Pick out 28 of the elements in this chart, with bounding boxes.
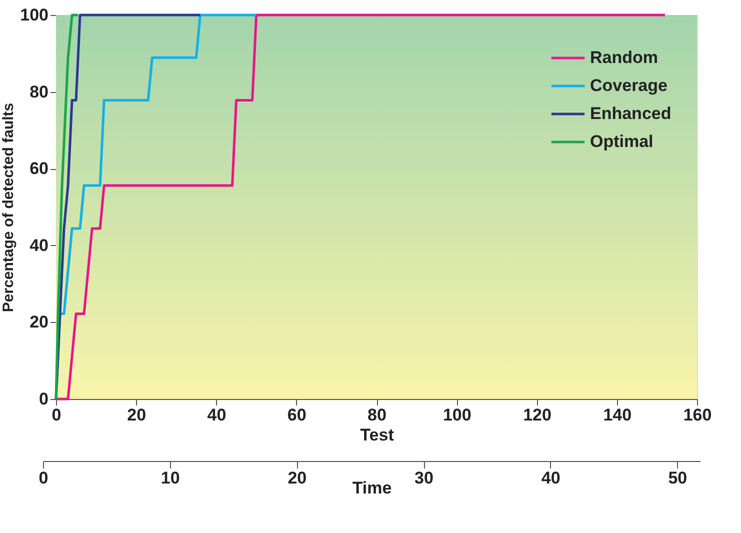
x-tick-label: 20 (127, 406, 146, 424)
x-tick-label: 160 (683, 406, 712, 424)
x-tick-label: 100 (442, 406, 472, 424)
line-series (54, 14, 80, 400)
y-tick-label: 80 (30, 82, 48, 102)
legend-label: Optimal (590, 132, 654, 151)
x-tick-label: 40 (207, 406, 226, 424)
x-axis-title: Test (360, 426, 394, 444)
legend-label: Coverage (590, 76, 668, 95)
legend-label: Enhanced (590, 104, 672, 123)
x-tick-label: 60 (287, 406, 306, 424)
y-tick-label: 0 (39, 390, 48, 408)
y-tick-label: 60 (30, 159, 48, 178)
y-tick-label: 40 (30, 236, 48, 255)
x2-tick-label: 50 (668, 468, 688, 488)
x-tick-label: 120 (523, 406, 552, 424)
y-tick-label: 100 (20, 6, 48, 24)
legend-label: Random (590, 48, 658, 67)
x2-axis-title: Time (352, 478, 392, 498)
x2-tick-label: 30 (414, 468, 434, 488)
x2-tick-label: 40 (541, 468, 560, 488)
y-axis-title: Percentage of detected faults (0, 102, 18, 312)
y-tick-label: 20 (30, 312, 48, 332)
x-tick-label: 140 (603, 406, 632, 424)
x-tick-label: 0 (52, 406, 62, 424)
x-tick-label: 80 (368, 406, 386, 424)
x2-tick-label: 20 (288, 468, 307, 488)
x2-tick-label: 10 (160, 468, 180, 488)
